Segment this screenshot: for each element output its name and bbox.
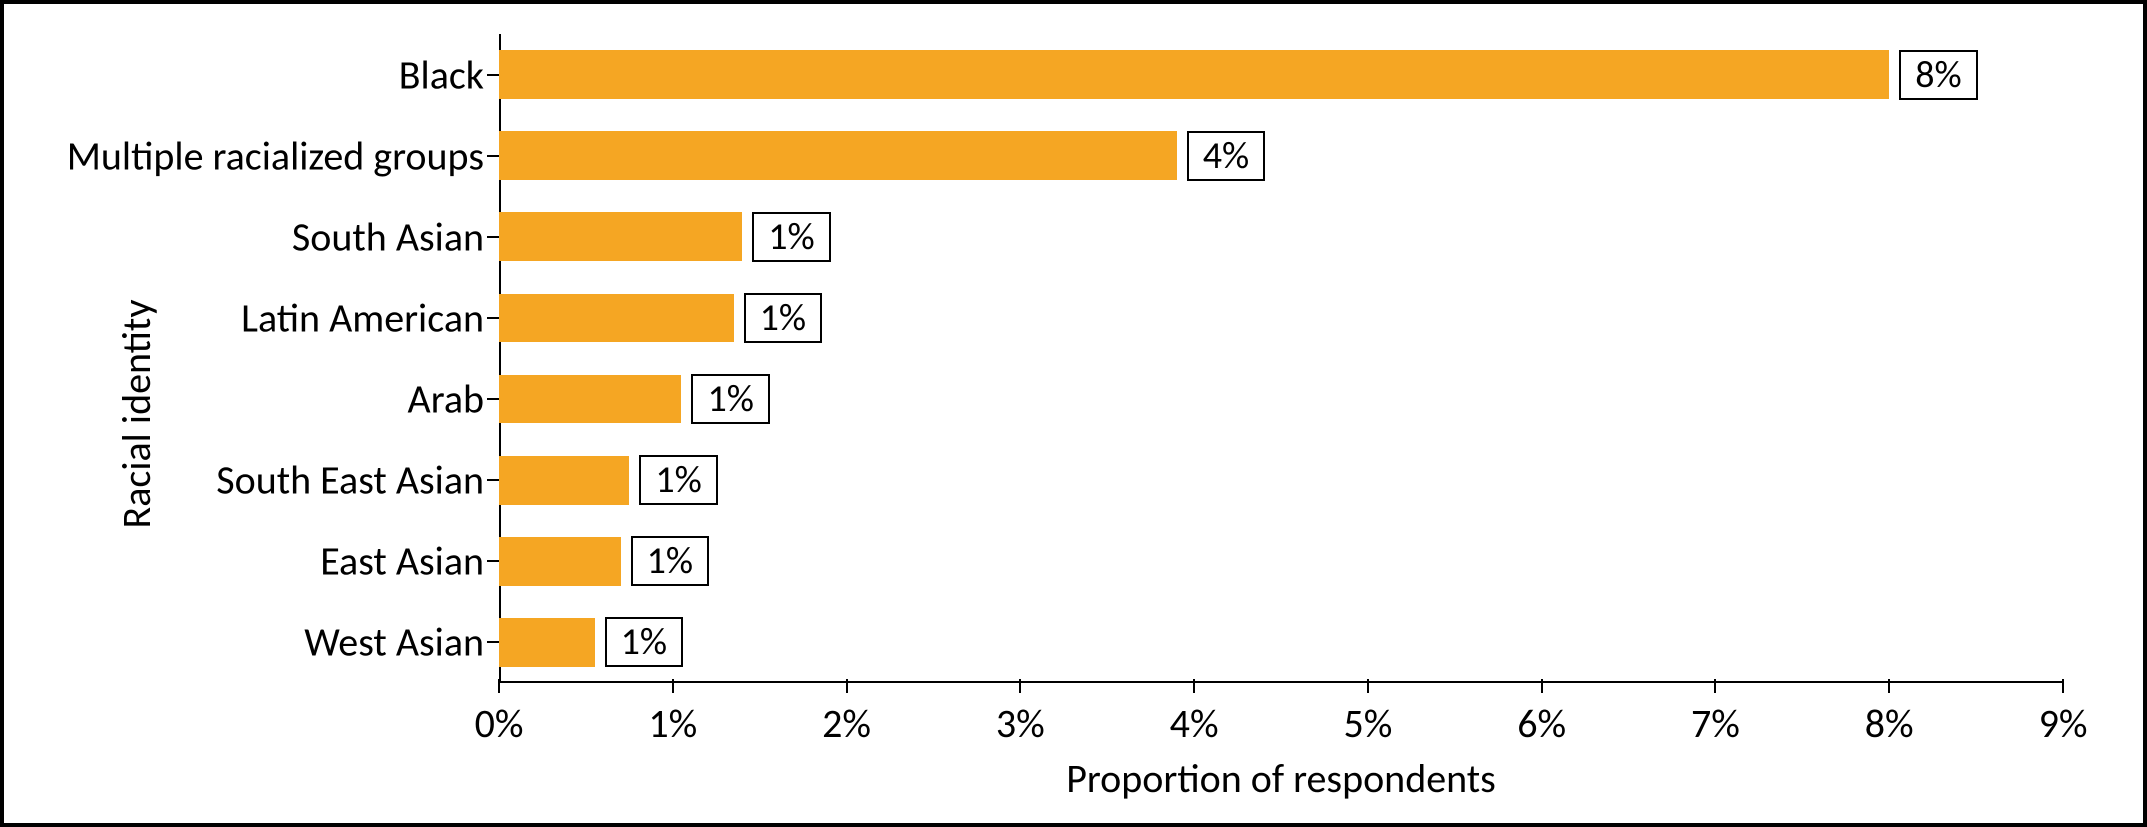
y-tick	[487, 236, 499, 238]
data-label: 1%	[605, 617, 683, 667]
x-tick-label: 1%	[648, 699, 697, 748]
bar	[499, 294, 734, 343]
bar-row: South Asian1%	[499, 196, 2063, 277]
data-label: 8%	[1899, 50, 1977, 100]
bar-row: Multiple racialized groups4%	[499, 115, 2063, 196]
bar-row: West Asian1%	[499, 602, 2063, 683]
x-tick-label: 7%	[1691, 699, 1740, 748]
bar	[499, 50, 1889, 99]
bar	[499, 618, 595, 667]
category-label: Latin American	[14, 293, 484, 342]
y-tick	[487, 560, 499, 562]
y-tick	[487, 641, 499, 643]
category-label: Arab	[14, 375, 484, 424]
x-tick-label: 3%	[996, 699, 1045, 748]
x-axis-title: Proportion of respondents	[499, 754, 2063, 803]
y-tick	[487, 479, 499, 481]
x-tick-label: 0%	[475, 699, 524, 748]
bar	[499, 456, 629, 505]
y-tick	[487, 398, 499, 400]
x-tick-label: 5%	[1343, 699, 1392, 748]
y-tick	[487, 317, 499, 319]
x-tick-label: 2%	[822, 699, 871, 748]
bar	[499, 537, 621, 586]
category-label: South Asian	[14, 212, 484, 261]
x-tick-label: 9%	[2039, 699, 2088, 748]
y-tick	[487, 155, 499, 157]
x-tick	[1541, 679, 1543, 693]
x-tick-label: 4%	[1170, 699, 1219, 748]
x-tick-label: 8%	[1865, 699, 1914, 748]
category-label: South East Asian	[14, 456, 484, 505]
data-label: 1%	[691, 374, 769, 424]
x-tick	[846, 679, 848, 693]
bar-row: East Asian1%	[499, 521, 2063, 602]
x-tick	[1019, 679, 1021, 693]
x-tick	[1193, 679, 1195, 693]
bar-row: South East Asian1%	[499, 440, 2063, 521]
bar-row: Latin American1%	[499, 277, 2063, 358]
category-label: West Asian	[14, 618, 484, 667]
x-tick	[672, 679, 674, 693]
bar	[499, 375, 681, 424]
chart-container: Racial identity Black8%Multiple racializ…	[0, 0, 2147, 827]
plot-area: Black8%Multiple racialized groups4%South…	[499, 34, 2063, 683]
data-label: 4%	[1187, 131, 1265, 181]
bar-row: Arab1%	[499, 359, 2063, 440]
data-label: 1%	[752, 212, 830, 262]
data-label: 1%	[744, 293, 822, 343]
category-label: Black	[14, 50, 484, 99]
x-tick	[1367, 679, 1369, 693]
x-tick	[2062, 679, 2064, 693]
x-tick	[1888, 679, 1890, 693]
bar	[499, 212, 742, 261]
bar-row: Black8%	[499, 34, 2063, 115]
bar	[499, 131, 1177, 180]
data-label: 1%	[639, 455, 717, 505]
x-tick	[1714, 679, 1716, 693]
category-label: East Asian	[14, 537, 484, 586]
x-tick-label: 6%	[1517, 699, 1566, 748]
x-tick	[498, 679, 500, 693]
category-label: Multiple racialized groups	[14, 131, 484, 180]
data-label: 1%	[631, 536, 709, 586]
y-tick	[487, 74, 499, 76]
